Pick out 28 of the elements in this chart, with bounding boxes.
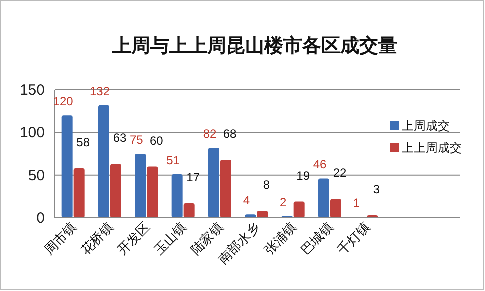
y-tick-label: 150 — [20, 82, 45, 99]
x-tick-label: 花桥镇 — [78, 220, 116, 258]
data-label: 75 — [130, 133, 144, 147]
data-label: 58 — [76, 136, 90, 150]
data-label: 46 — [313, 158, 327, 172]
data-label: 19 — [296, 168, 310, 183]
x-tick-label: 千灯镇 — [334, 220, 373, 258]
data-label: 8 — [263, 178, 270, 192]
chart-title: 上周与上上周昆山楼市各区成交量 — [112, 35, 398, 57]
data-label: 17 — [186, 170, 200, 184]
data-label: 51 — [166, 153, 180, 168]
data-label: 63 — [113, 131, 127, 146]
legend-label: 上上周成交 — [402, 141, 462, 155]
data-label: 4 — [243, 194, 250, 208]
data-label: 1 — [353, 196, 360, 210]
data-label: 60 — [150, 134, 164, 148]
data-label: 22 — [333, 166, 347, 180]
data-label: 68 — [223, 126, 237, 141]
x-tick-label: 玉山镇 — [151, 220, 190, 258]
x-tick-label: 巴城镇 — [298, 220, 336, 258]
y-tick-label: 0 — [36, 210, 45, 227]
data-label: 3 — [373, 182, 380, 196]
x-tick-label: 开发区 — [114, 220, 153, 258]
x-tick-label: 张浦镇 — [261, 220, 300, 258]
y-tick-label: 50 — [28, 167, 45, 184]
y-tick-label: 100 — [20, 124, 45, 142]
data-label: 2 — [280, 195, 287, 210]
legend-label: 上周成交 — [402, 119, 450, 133]
